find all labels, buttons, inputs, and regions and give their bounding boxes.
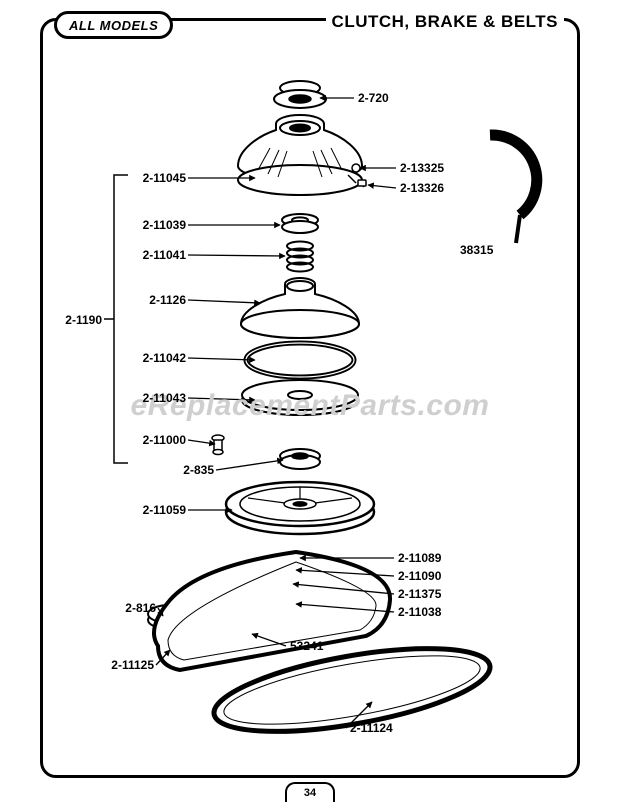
callout-label: 2-11038 bbox=[398, 605, 441, 619]
callout-label: 2-11042 bbox=[143, 351, 186, 365]
callout-label: 2-11043 bbox=[143, 391, 186, 405]
callout-label: 2-11039 bbox=[143, 218, 186, 232]
callout-label: 2-13325 bbox=[400, 161, 444, 175]
callout-label: 2-1126 bbox=[149, 293, 186, 307]
exploded-diagram bbox=[0, 0, 620, 812]
callout-label: 2-11375 bbox=[398, 587, 441, 601]
callout-label: 38315 bbox=[460, 243, 493, 257]
callout-label: 2-11059 bbox=[143, 503, 186, 517]
callout-label: 2-816 bbox=[125, 601, 156, 615]
callout-label: 2-11089 bbox=[398, 551, 441, 565]
callout-label: 2-11124 bbox=[350, 721, 393, 735]
callout-label: 2-11090 bbox=[398, 569, 441, 583]
callout-label: 2-13326 bbox=[400, 181, 444, 195]
callout-label: 2-1190 bbox=[65, 313, 102, 327]
callout-label: 2-720 bbox=[358, 91, 389, 105]
callout-label: 53241 bbox=[290, 639, 323, 653]
callout-label: 2-11125 bbox=[111, 658, 154, 672]
callout-label: 2-11045 bbox=[143, 171, 186, 185]
callout-label: 2-11000 bbox=[143, 433, 186, 447]
callout-label: 2-11041 bbox=[143, 248, 186, 262]
callout-label: 2-835 bbox=[183, 463, 214, 477]
